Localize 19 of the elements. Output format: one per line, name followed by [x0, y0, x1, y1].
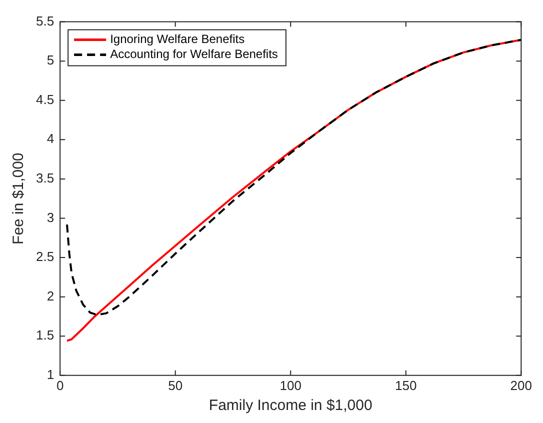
- y-tick-label: 1: [46, 366, 54, 382]
- x-tick-label: 0: [56, 378, 64, 393]
- y-tick-label: 3.5: [36, 170, 54, 186]
- y-tick-label: 5: [46, 52, 54, 68]
- x-tick-label: 200: [510, 378, 532, 393]
- y-tick-label: 1.5: [36, 328, 54, 343]
- y-tick-label: 5.5: [36, 13, 54, 28]
- y-tick-label: 4.5: [36, 92, 54, 107]
- y-tick-label: 2: [46, 288, 54, 304]
- x-tick-label: 150: [395, 378, 417, 393]
- y-tick-label: 4: [46, 131, 54, 146]
- x-tick-label: 100: [280, 378, 302, 393]
- y-axis-title: Fee in $1,000: [10, 152, 28, 244]
- y-tick-label: 3: [46, 210, 54, 225]
- y-tick-label: 2.5: [36, 249, 54, 264]
- x-tick-label: 50: [168, 378, 183, 393]
- legend-label: Ignoring Welfare Benefits: [110, 32, 245, 46]
- x-axis-title: Family Income in $1,000: [208, 397, 372, 414]
- legend-label: Accounting for Welfare Benefits: [110, 47, 278, 62]
